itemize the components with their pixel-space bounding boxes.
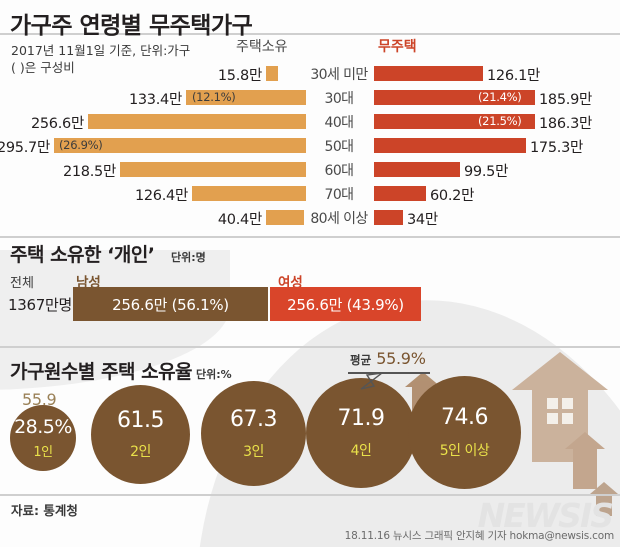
owner-bar: [186, 90, 306, 105]
age-bar-row: 40.4만 80세 이상 34만: [0, 206, 620, 230]
newsis-watermark: NEWSIS: [477, 496, 614, 535]
average-underline: [348, 372, 430, 374]
none-bar: [374, 210, 403, 225]
section3-unit: 단위:%: [196, 368, 232, 381]
section2-title: 주택 소유한 ‘개인’: [10, 244, 155, 266]
age-category-label: 80세 이상: [310, 211, 368, 227]
owner-share-label: (12.1%): [192, 90, 236, 104]
owner-share-label: (26.9%): [59, 138, 103, 152]
circle-value: 71.9: [337, 406, 385, 431]
none-value-label: 60.2만: [430, 188, 475, 204]
age-category-label: 30세 미만: [310, 67, 368, 83]
section1-subtitle: 2017년 11월1일 기준, 단위:가구: [11, 43, 191, 58]
none-value-label: 185.9만: [539, 92, 593, 108]
average-label: 평균: [350, 353, 372, 367]
none-value-label: 34만: [407, 212, 438, 228]
footer-divider: [0, 494, 620, 496]
page-title: 가구주 연령별 무주택가구: [10, 13, 253, 39]
age-bar-row: 133.4만 (12.1%) 30대 (21.4%) 185.9만: [0, 86, 620, 110]
circle-category-label: 1인: [33, 444, 53, 460]
single-person-top-value: 55.9: [22, 390, 57, 409]
circle-value: 67.3: [230, 406, 277, 432]
ownership-rate-circle: 67.3 3인: [201, 381, 306, 486]
owner-bar: [54, 138, 306, 153]
section3-title: 가구원수별 주택 소유율: [10, 361, 193, 383]
average-annotation: 평균 55.9%: [350, 349, 426, 368]
legend-none-label: 무주택: [378, 39, 417, 55]
age-bar-row: 256.6만 40대 (21.5%) 186.3만: [0, 110, 620, 134]
legend-owner-label: 주택소유: [236, 39, 288, 55]
none-bar: [374, 66, 483, 81]
owner-value-label: 15.8만: [217, 68, 262, 84]
section2-divider: [0, 236, 620, 238]
owner-value-label: 133.4만: [128, 92, 182, 108]
average-value: 55.9%: [376, 349, 426, 368]
ownership-rate-circle: 28.5% 1인: [10, 405, 76, 471]
none-value-label: 175.3만: [530, 140, 584, 156]
circle-category-label: 4인: [350, 443, 372, 459]
age-bar-row: 15.8만 30세 미만 126.1만: [0, 62, 620, 86]
owner-bar: [192, 186, 306, 201]
none-bar: [374, 114, 535, 129]
female-bar-value: 256.6만 (43.9%): [287, 295, 404, 314]
total-label: 전체: [10, 276, 34, 291]
title-divider: [0, 33, 620, 35]
age-category-label: 50대: [324, 139, 355, 155]
section1-subtitle-note: ( )은 구성비: [11, 60, 75, 75]
ownership-rate-circle: 74.6 5인 이상: [408, 376, 521, 489]
none-bar: [374, 138, 526, 153]
ownership-rate-circle: 71.9 4인: [306, 378, 416, 488]
total-value: 1367만명: [8, 296, 72, 314]
owner-value-label: 218.5만: [62, 164, 116, 180]
none-value-label: 186.3만: [539, 116, 593, 132]
owner-value-label: 295.7만: [0, 140, 50, 156]
owner-value-label: 40.4만: [217, 212, 262, 228]
circle-value: 28.5%: [14, 415, 72, 438]
owner-bar: [266, 66, 278, 81]
ownership-rate-circle: 61.5 2인: [91, 385, 190, 484]
none-value-label: 126.1만: [487, 68, 541, 84]
circle-category-label: 2인: [130, 444, 151, 460]
age-bar-row: 126.4만 70대 60.2만: [0, 182, 620, 206]
owner-bar: [88, 114, 306, 129]
owner-value-label: 256.6만: [30, 116, 84, 132]
circle-value: 74.6: [441, 405, 488, 430]
owner-bar: [266, 210, 304, 225]
section3-divider: [0, 346, 620, 348]
age-category-label: 70대: [324, 187, 355, 203]
none-value-label: 99.5만: [464, 164, 509, 180]
none-share-label: (21.4%): [478, 90, 522, 104]
circle-category-label: 5인 이상: [439, 443, 490, 459]
house-small-icon-3: [590, 482, 618, 516]
none-share-label: (21.5%): [478, 114, 522, 128]
section2-unit: 단위:명: [171, 251, 206, 264]
none-bar: [374, 162, 460, 177]
male-bar-value: 256.6만 (56.1%): [112, 295, 229, 314]
none-bar: [374, 186, 426, 201]
age-category-label: 60대: [324, 163, 355, 179]
credit-line: 18.11.16 뉴시스 그래픽 안지혜 기자 hokma@newsis.com: [344, 530, 615, 542]
age-category-label: 40대: [324, 115, 355, 131]
age-bar-chart: 15.8만 30세 미만 126.1만 133.4만 (12.1%) 30대 (21.4%)…: [0, 62, 620, 230]
none-bar: [374, 90, 535, 105]
average-pointer-icon: [360, 372, 385, 390]
male-bar: 256.6만 (56.1%): [73, 287, 268, 321]
age-category-label: 30대: [324, 91, 355, 107]
age-bar-row: 218.5만 60대 99.5만: [0, 158, 620, 182]
source-label: 자료: 통계청: [11, 503, 78, 518]
owner-value-label: 126.4만: [134, 188, 188, 204]
circle-value: 61.5: [117, 408, 164, 433]
circle-category-label: 3인: [243, 443, 264, 460]
owner-bar: [120, 162, 306, 177]
female-bar: 256.6만 (43.9%): [270, 287, 421, 321]
house-small-icon-2: [565, 432, 605, 489]
age-bar-row: 295.7만 (26.9%) 50대 175.3만: [0, 134, 620, 158]
